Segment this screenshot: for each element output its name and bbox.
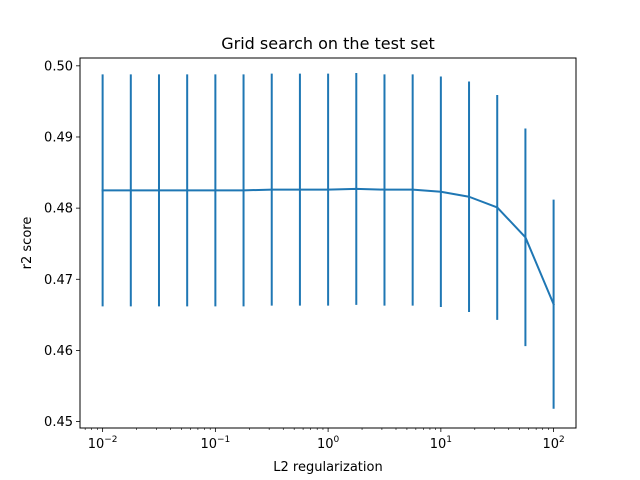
y-tick-label: 0.50 [44, 59, 73, 74]
y-axis-label: r2 score [20, 217, 35, 270]
x-tick-exponent: −2 [104, 435, 117, 445]
series-line [101, 187, 555, 306]
x-tick-exponent: 0 [334, 435, 340, 445]
chart-title: Grid search on the test set [221, 34, 435, 53]
x-tick-exponent: 2 [559, 435, 565, 445]
y-tick-label: 0.47 [44, 273, 73, 288]
x-axis-label: L2 regularization [273, 460, 382, 475]
series-line-group [101, 187, 555, 306]
y-tick-label: 0.45 [44, 415, 73, 430]
x-tick-exponent: −1 [217, 435, 230, 445]
y-axis-ticks: 0.45 0.46 0.47 0.48 0.49 0.50 [44, 59, 80, 430]
y-tick-label: 0.48 [44, 202, 73, 217]
y-tick-label: 0.49 [44, 130, 73, 145]
x-tick-exponent: 1 [446, 435, 452, 445]
y-tick-label: 0.46 [44, 344, 73, 359]
